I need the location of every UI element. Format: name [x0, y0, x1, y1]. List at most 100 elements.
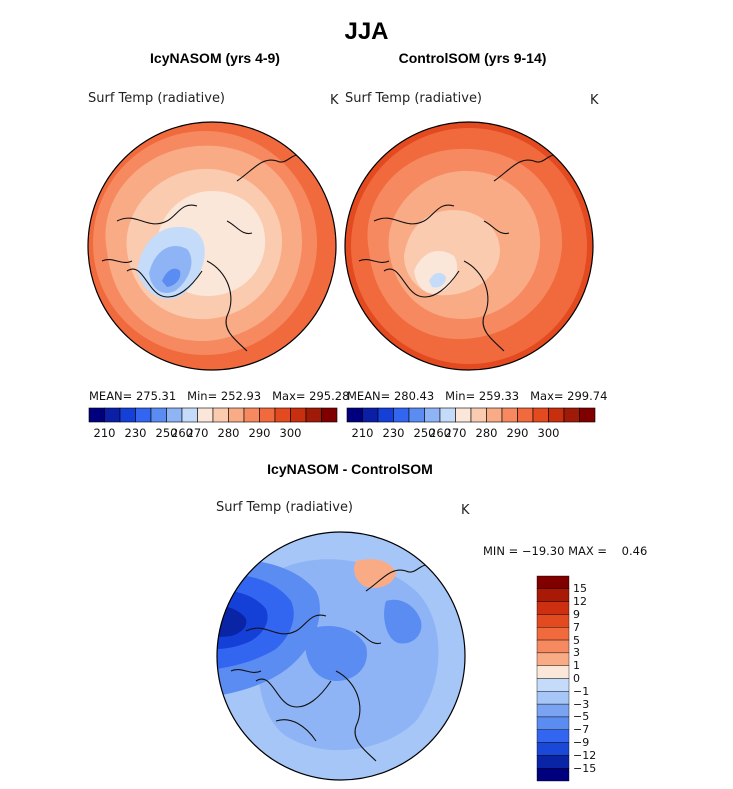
panel-title-icynasom: IcyNASOM (yrs 4-9)	[150, 50, 280, 66]
colorbar-cell	[362, 407, 379, 423]
min-max-text-difference: MIN = −19.30 MAX = 0.46	[483, 544, 648, 558]
colorbar-cell	[290, 407, 307, 423]
colorbar-cell	[243, 407, 260, 423]
min-label: Min=	[445, 389, 476, 403]
colorbar-cell	[135, 407, 152, 423]
colorbar-tick: −5	[573, 710, 590, 724]
colorbar-cell	[536, 703, 570, 718]
colorbar-cell	[150, 407, 167, 423]
colorbar-tick: 7	[573, 620, 580, 634]
colorbar-cell	[536, 691, 570, 705]
units-label-difference: K	[461, 503, 470, 518]
colorbar-tick: 290	[506, 426, 529, 440]
colorbar-tick: 9	[573, 607, 580, 621]
colorbar-tick: 230	[382, 426, 405, 440]
colorbar-cell	[536, 742, 570, 756]
variable-label-controlsom: Surf Temp (radiative)	[345, 91, 483, 106]
colorbar-tick: 250	[155, 426, 178, 440]
colorbar-cell	[408, 407, 425, 423]
units-label-controlsom: K	[590, 93, 599, 108]
colorbar-tick: 290	[248, 426, 271, 440]
colorbar-tick: −3	[573, 697, 590, 711]
colorbar-tick: 0	[573, 672, 580, 685]
colorbar-cell	[536, 639, 570, 654]
colorbar-cell	[536, 678, 570, 692]
colorbar-cell	[455, 407, 472, 423]
min-label: Min=	[187, 389, 218, 403]
colorbar-cell	[197, 407, 214, 423]
variable-label-difference: Surf Temp (radiative)	[216, 500, 354, 515]
colorbar-cell	[548, 407, 565, 423]
colorbar-cell	[536, 601, 570, 615]
colorbar-cell	[166, 407, 183, 423]
colorbar-cell	[536, 729, 570, 743]
colorbar-cell	[321, 407, 338, 423]
colorbar-tick: 12	[573, 595, 587, 609]
colorbar-tick: 15	[573, 582, 587, 596]
panel-title-difference: IcyNASOM - ControlSOM	[267, 461, 433, 477]
colorbar-tick: 300	[279, 426, 302, 440]
colorbar-cell	[274, 407, 291, 423]
polar-map-icynasom	[87, 121, 337, 371]
colorbar-tick: 270	[186, 426, 209, 440]
colorbar-tick: −9	[573, 736, 590, 750]
colorbar-cell	[536, 588, 570, 602]
colorbar-cell	[424, 407, 441, 423]
colorbar-ticks-difference: 15 12 9 7 5 3 1 0 −1 −3 −5 −7 −9 −12 −15	[573, 576, 613, 781]
min-value: 252.93	[220, 389, 262, 403]
colorbar-tick: −1	[573, 684, 590, 698]
colorbar-cell	[212, 407, 229, 423]
colorbar-cell	[532, 407, 549, 423]
colorbar-tick: 270	[444, 426, 467, 440]
colorbar-cell	[536, 627, 570, 641]
colorbar-ticks-icynasom: 210 230 250 260 270 280 290 300	[89, 426, 337, 442]
colorbar-tick: −15	[573, 761, 597, 775]
colorbar-cell	[377, 407, 394, 423]
max-label: Max=	[530, 389, 564, 403]
colorbar-cell	[88, 407, 105, 423]
mean-label: MEAN=	[89, 389, 133, 403]
colorbar-tick: 300	[537, 426, 560, 440]
colorbar-cell	[536, 575, 570, 590]
colorbar-cell	[536, 716, 570, 730]
colorbar-cell	[486, 407, 503, 423]
colorbar-cell	[104, 407, 121, 423]
colorbar-tick: 250	[413, 426, 436, 440]
colorbar-cell	[439, 407, 456, 423]
colorbar-tick: 280	[217, 426, 240, 440]
max-label: Max=	[272, 389, 306, 403]
panel-title-controlsom: ControlSOM (yrs 9-14)	[398, 50, 547, 66]
colorbar-tick: 210	[93, 426, 116, 440]
colorbar-cell	[563, 407, 580, 423]
colorbar-controlsom	[346, 407, 596, 423]
colorbar-tick: 3	[573, 646, 580, 660]
colorbar-difference	[536, 575, 570, 782]
colorbar-cell	[119, 407, 136, 423]
colorbar-tick: −12	[573, 748, 597, 762]
mean-value: 280.43	[393, 389, 435, 403]
colorbar-cell	[393, 407, 410, 423]
colorbar-tick: 1	[573, 659, 580, 673]
colorbar-cell	[536, 665, 570, 679]
colorbar-cell	[501, 407, 518, 423]
colorbar-cell	[536, 614, 570, 628]
colorbar-cell	[517, 407, 534, 423]
stats-row-icynasom: MEAN= 275.31 Min= 252.93 Max= 295.28	[89, 389, 349, 403]
polar-map-difference	[216, 531, 466, 781]
colorbar-tick: 260	[171, 426, 193, 440]
variable-label-icynasom: Surf Temp (radiative)	[88, 91, 226, 106]
colorbar-cell	[305, 407, 322, 423]
colorbar-cell	[536, 767, 570, 782]
colorbar-tick: 260	[429, 426, 451, 440]
colorbar-tick: 210	[351, 426, 374, 440]
max-value: 295.28	[309, 389, 350, 403]
figure-title: JJA	[344, 18, 389, 45]
stats-row-controlsom: MEAN= 280.43 Min= 259.33 Max= 299.74	[347, 389, 607, 403]
colorbar-cell	[579, 407, 596, 423]
colorbar-cell	[259, 407, 276, 423]
colorbar-icynasom	[88, 407, 338, 423]
polar-map-controlsom	[344, 121, 594, 371]
colorbar-cell	[346, 407, 363, 423]
colorbar-cell	[228, 407, 245, 423]
colorbar-cell	[536, 652, 570, 666]
